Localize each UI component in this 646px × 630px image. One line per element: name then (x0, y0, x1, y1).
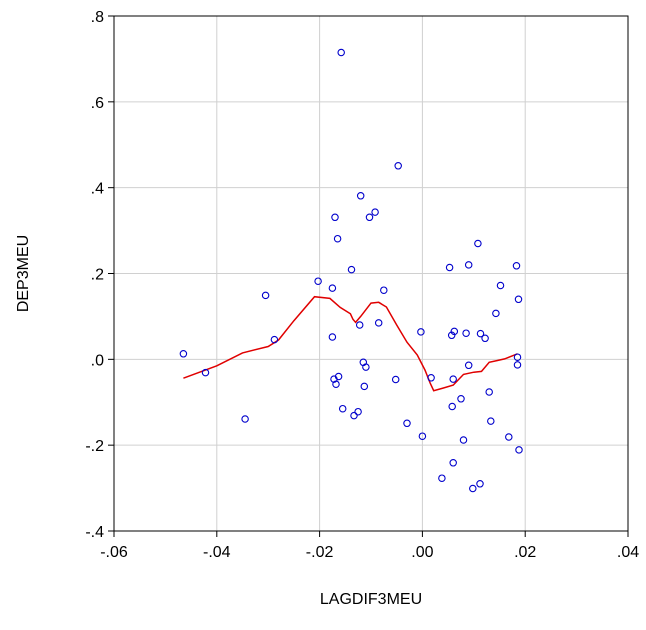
data-point (394, 162, 402, 170)
data-point (380, 286, 388, 294)
data-point (350, 411, 358, 420)
data-point (496, 281, 505, 290)
data-point (462, 329, 470, 337)
data-point (331, 213, 339, 222)
y-axis-title: DEP3MEU (15, 235, 32, 312)
data-point (438, 474, 446, 482)
data-point (457, 395, 465, 403)
x-tick-label: .02 (514, 544, 536, 561)
data-point (427, 374, 435, 382)
data-point (201, 368, 210, 377)
data-point (515, 446, 523, 454)
data-point (362, 363, 370, 371)
data-point (403, 419, 411, 428)
fit-line (183, 295, 518, 392)
data-point (469, 484, 477, 493)
data-point (513, 361, 522, 369)
data-point (374, 319, 383, 327)
x-tick-label: -.06 (100, 544, 128, 561)
x-axis-title: LAGDIF3MEU (320, 591, 422, 608)
data-point (328, 284, 337, 292)
data-point (449, 459, 457, 467)
y-tick-label: -.4 (85, 524, 104, 541)
data-point (513, 353, 522, 361)
data-point (328, 333, 337, 341)
data-point (356, 192, 365, 200)
data-point (365, 213, 374, 222)
data-point (476, 480, 484, 488)
data-point (334, 372, 343, 381)
data-point (464, 261, 473, 269)
data-point (355, 321, 364, 329)
y-tick-label: .4 (91, 181, 104, 198)
data-point (512, 262, 521, 270)
data-point (449, 375, 457, 383)
data-point (485, 388, 493, 396)
data-point (481, 334, 489, 343)
fit-line-layer (183, 295, 518, 392)
data-point (261, 291, 270, 300)
data-point (476, 329, 485, 338)
data-point (487, 417, 495, 425)
points-layer (179, 48, 523, 493)
data-point (270, 335, 279, 344)
grid (113, 15, 629, 532)
data-point (338, 404, 347, 413)
x-tick-label: -.02 (306, 544, 334, 561)
ticks: -.06 -.04 -.02 .00 .02 .04 -.4 -.2 .0 .2 .4 .6 .8 (85, 9, 639, 561)
data-point (314, 277, 322, 285)
data-point (391, 375, 400, 384)
y-tick-label: -.2 (85, 438, 104, 455)
data-point (417, 328, 425, 336)
data-point (332, 380, 340, 388)
data-point (418, 432, 427, 440)
data-point (474, 239, 482, 248)
data-point (354, 407, 362, 416)
y-tick-label: .0 (91, 352, 104, 369)
data-point (360, 382, 369, 391)
data-point (179, 350, 188, 358)
x-tick-label: .04 (617, 544, 639, 561)
data-point (445, 263, 454, 272)
data-point (514, 295, 523, 304)
data-point (241, 415, 249, 423)
y-tick-label: .8 (91, 9, 104, 26)
x-tick-label: -.04 (203, 544, 231, 561)
data-point (464, 361, 473, 370)
data-point (448, 402, 456, 411)
y-tick-label: .2 (91, 267, 104, 284)
data-point (492, 309, 500, 318)
data-point (337, 48, 345, 57)
data-point (505, 433, 513, 441)
data-point (347, 265, 356, 274)
data-point (371, 208, 379, 216)
x-tick-label: .00 (411, 544, 433, 561)
data-point (333, 234, 342, 243)
data-point (450, 327, 459, 336)
y-tick-label: .6 (91, 95, 104, 112)
data-point (459, 436, 468, 444)
